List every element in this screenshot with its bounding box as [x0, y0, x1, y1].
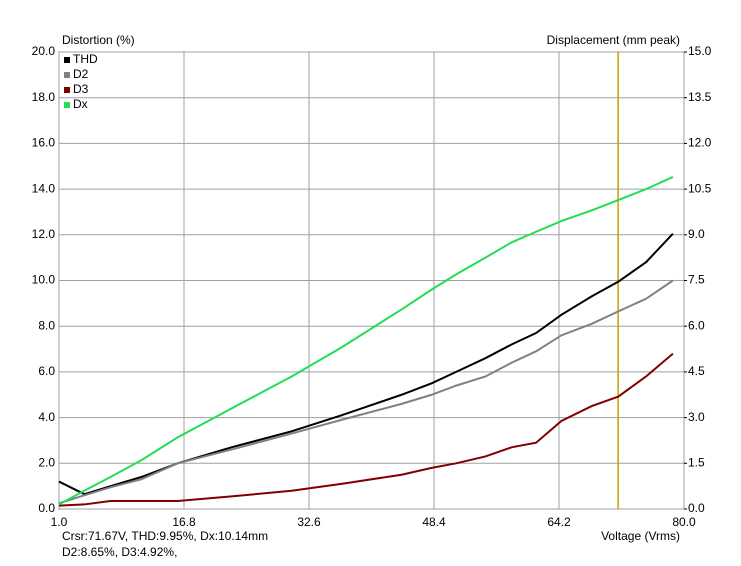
y2-axis-label: Displacement (mm peak)	[547, 33, 680, 47]
y-tick-label: 14.0	[32, 181, 56, 195]
legend-label: THD	[73, 52, 98, 66]
y-tick-label: 20.0	[32, 44, 56, 58]
x-axis-label: Voltage (Vrms)	[601, 529, 680, 543]
y-tick-label: 6.0	[38, 364, 55, 378]
y-tick-label: 18.0	[32, 90, 56, 104]
y-tick-label: 2.0	[38, 455, 55, 469]
x-tick-label: 32.6	[297, 515, 321, 529]
y2-tick-label: 15.0	[688, 44, 712, 58]
y-tick-label: 0.0	[38, 501, 55, 515]
legend-label: Dx	[73, 97, 88, 111]
y-axis-label: Distortion (%)	[62, 33, 135, 47]
legend-label: D2	[73, 67, 89, 81]
y2-tick-label: 12.0	[688, 136, 712, 150]
y2-tick-label: 6.0	[688, 318, 705, 332]
x-tick-label: 1.0	[51, 515, 68, 529]
y-tick-label: 4.0	[38, 410, 55, 424]
y2-tick-label: 0.0	[688, 501, 705, 515]
series-line	[58, 279, 674, 505]
cursor-text: D2:8.65%, D3:4.92%,	[62, 545, 177, 559]
y-tick-label: 12.0	[32, 227, 56, 241]
series-line	[58, 352, 674, 507]
y-tick-label: 16.0	[32, 136, 56, 150]
y2-tick-label: 7.5	[688, 273, 705, 287]
legend-marker	[64, 57, 70, 63]
legend-marker	[64, 87, 70, 93]
legend-marker	[64, 102, 70, 108]
y2-tick-label: 1.5	[688, 455, 705, 469]
legend-label: D3	[73, 82, 89, 96]
x-tick-label: 48.4	[422, 515, 446, 529]
y2-tick-label: 13.5	[688, 90, 712, 104]
x-tick-label: 80.0	[672, 515, 696, 529]
y-tick-label: 8.0	[38, 318, 55, 332]
x-tick-label: 64.2	[547, 515, 571, 529]
y2-tick-label: 9.0	[688, 227, 705, 241]
legend-marker	[64, 72, 70, 78]
y2-tick-label: 4.5	[688, 364, 705, 378]
x-tick-label: 16.8	[172, 515, 196, 529]
series-line	[58, 176, 674, 506]
y2-tick-label: 3.0	[688, 410, 705, 424]
y2-tick-label: 10.5	[688, 181, 712, 195]
cursor-text: Crsr:71.67V, THD:9.95%, Dx:10.14mm	[62, 529, 268, 543]
series-line	[58, 232, 674, 496]
y-tick-label: 10.0	[32, 273, 56, 287]
